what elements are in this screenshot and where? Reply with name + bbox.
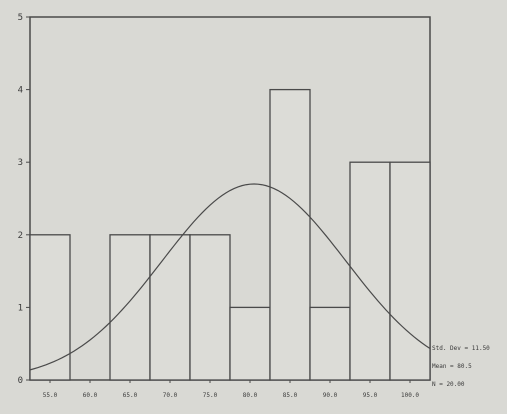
bar-95-0	[349, 161, 391, 381]
normal-curve	[29, 183, 431, 371]
x-tick-label: 85.0	[283, 392, 298, 399]
x-tick-label: 70.0	[163, 392, 178, 399]
y-tick-label: 0	[18, 376, 23, 386]
curve-layer	[29, 183, 431, 371]
n-label: N = 20.00	[432, 381, 465, 388]
std-dev-label: Std. Dev = 11.50	[432, 345, 490, 352]
bar-55-0	[29, 234, 71, 381]
x-axis: 55.0 60.0 65.0 70.0 75.0 80.0 85.0 90.0 95.0 100.…	[43, 380, 419, 399]
stats-box: Std. Dev = 11.50 Mean = 80.5 N = 20.00	[432, 345, 490, 388]
x-tick-label: 65.0	[123, 392, 138, 399]
y-axis: 0 1 2 3 4 5	[18, 13, 30, 386]
y-tick-label: 4	[18, 86, 23, 96]
mean-label: Mean = 80.5	[432, 363, 472, 370]
bar-100-0	[389, 161, 431, 381]
y-tick-label: 1	[18, 303, 23, 313]
bar-75-0	[189, 234, 231, 381]
bar-70-0	[149, 234, 191, 381]
bar-65-0	[109, 234, 151, 381]
y-tick-label: 2	[18, 231, 23, 241]
bars-layer	[29, 88, 431, 381]
x-tick-label: 55.0	[43, 392, 58, 399]
bar-80-0	[229, 306, 271, 381]
x-tick-label: 75.0	[203, 392, 218, 399]
x-tick-label: 90.0	[323, 392, 338, 399]
x-tick-label: 60.0	[83, 392, 98, 399]
bar-90-0	[309, 306, 351, 381]
x-tick-label: 95.0	[363, 392, 378, 399]
bar-85-0	[269, 88, 311, 381]
y-tick-label: 5	[18, 13, 23, 23]
x-tick-label: 80.0	[243, 392, 258, 399]
y-tick-label: 3	[18, 158, 23, 168]
x-tick-label: 100.0	[401, 392, 419, 399]
